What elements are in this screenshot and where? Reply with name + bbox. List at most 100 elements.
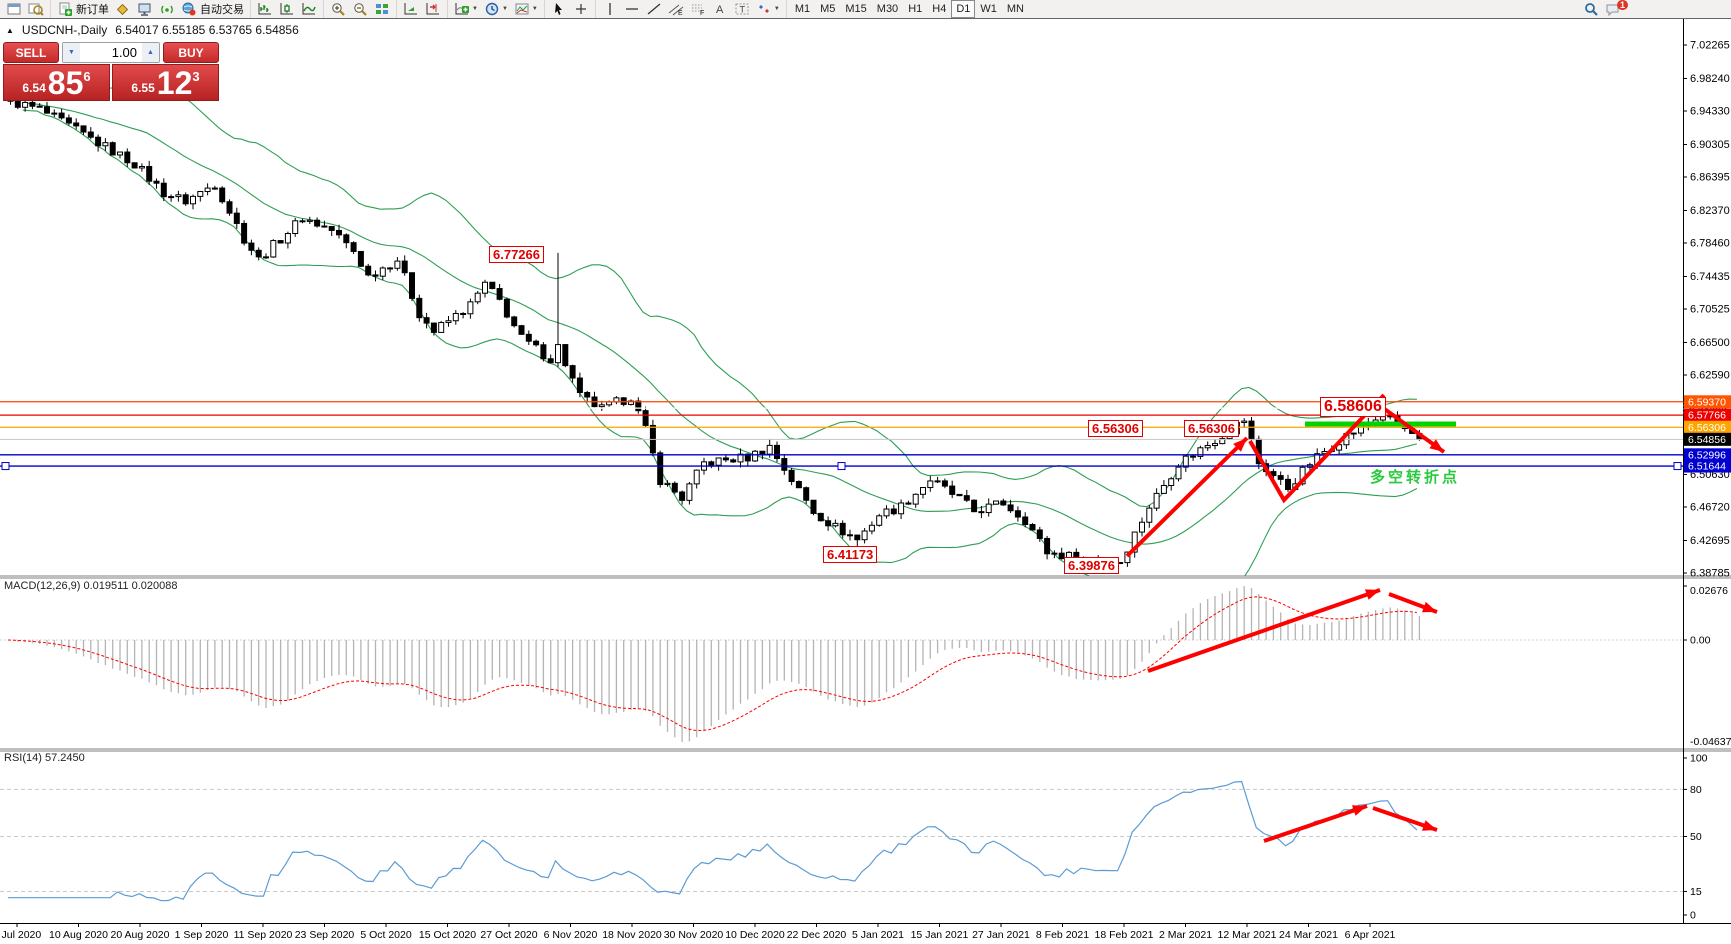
price-level-label — [1684, 432, 1731, 446]
rsi-axis-label: 100 — [1690, 753, 1708, 765]
chart-shift-icon[interactable] — [422, 1, 444, 17]
price-callout-label[interactable]: 6.58606 — [1320, 397, 1386, 417]
line-handle[interactable] — [1, 462, 10, 471]
main-pane[interactable] — [7, 83, 1423, 607]
volume-input[interactable] — [80, 43, 142, 62]
signals-icon[interactable] — [156, 1, 178, 17]
bollinger-band-line — [22, 102, 1418, 545]
cursor-icon[interactable] — [548, 1, 570, 17]
periods-icon[interactable]: ▼ — [481, 1, 511, 17]
sell-button[interactable]: SELL — [3, 42, 59, 63]
sell-price-display[interactable]: 6.54 85 6 — [3, 64, 110, 101]
buy-price-display[interactable]: 6.55 12 3 — [112, 64, 219, 101]
new-order-icon[interactable]: 新订单 — [54, 1, 112, 17]
metaeditor-icon[interactable] — [112, 1, 134, 17]
bar-chart-icon[interactable] — [254, 1, 276, 17]
price-level-label — [1684, 459, 1731, 473]
macd-axis-zero: 0.00 — [1690, 635, 1711, 647]
tf-m5-button[interactable]: M5 — [820, 3, 836, 15]
horizontal-line-icon[interactable] — [621, 1, 643, 17]
price-axis-label: 6.38785 — [1690, 568, 1730, 580]
chevron-down-icon[interactable]: ▼ — [501, 6, 508, 12]
date-axis-label: 15 Jan 2021 — [911, 929, 969, 941]
zoom-out-icon[interactable] — [349, 1, 371, 17]
price-callout-label[interactable]: 6.56306 — [1184, 420, 1239, 437]
auto-scroll-icon[interactable] — [400, 1, 422, 17]
tf-m1-button[interactable]: M1 — [794, 3, 811, 15]
templates-icon[interactable]: ▼ — [511, 1, 541, 17]
macd-pane[interactable] — [7, 586, 1421, 742]
chevron-down-icon[interactable]: ▼ — [472, 6, 478, 12]
new-chart-icon[interactable] — [3, 1, 25, 17]
chat-icon[interactable]: 1 — [1602, 0, 1635, 17]
price-callout-label[interactable]: 6.77266 — [489, 246, 544, 263]
terminal-icon[interactable] — [134, 1, 156, 17]
vertical-line-icon[interactable] — [599, 1, 621, 17]
arrowhead — [1429, 439, 1444, 452]
price-axis-label: 6.46720 — [1690, 502, 1730, 514]
price-axis-label: 6.42695 — [1690, 535, 1730, 547]
search-icon[interactable] — [1580, 1, 1602, 17]
volume-increase-button[interactable]: ▲ — [142, 43, 159, 62]
date-axis-label: 24 Mar 2021 — [1279, 929, 1338, 941]
volume-decrease-button[interactable]: ▼ — [63, 43, 80, 62]
date-axis-label: 11 Sep 2020 — [234, 929, 293, 941]
trend-arrow[interactable] — [1263, 804, 1368, 843]
rsi-axis-label: 80 — [1690, 784, 1702, 796]
price-callout-label[interactable]: 6.41173 — [823, 546, 878, 563]
price-axis-label: 6.78460 — [1690, 238, 1730, 250]
price-level-label-text: 6.54856 — [1688, 434, 1726, 446]
indicators-icon[interactable]: ▼ — [451, 1, 481, 17]
channel-icon[interactable]: E — [665, 1, 687, 17]
chevron-down-icon[interactable]: ▼ — [531, 6, 538, 12]
text-label-icon[interactable]: T — [731, 1, 753, 17]
line-handle[interactable] — [837, 462, 846, 471]
arrowhead — [1422, 820, 1437, 831]
price-level-label — [1684, 408, 1731, 422]
price-callout-label[interactable]: 6.56306 — [1088, 420, 1143, 437]
price-level-label — [1684, 395, 1731, 409]
sell-price-small: 6.54 — [22, 81, 46, 95]
chinese-annotation-text[interactable]: 多空转折点 — [1370, 469, 1461, 486]
date-axis-label: 10 Dec 2020 — [725, 929, 785, 941]
price-callout-label[interactable]: 6.39876 — [1064, 557, 1119, 574]
rsi-line — [8, 780, 1418, 902]
notification-badge: 1 — [1616, 0, 1628, 10]
text-icon[interactable]: A — [709, 1, 731, 17]
collapse-arrow-icon[interactable]: ▲ — [6, 26, 14, 35]
date-axis-label: 27 Jan 2021 — [972, 929, 1030, 941]
tf-mn-button[interactable]: MN — [1006, 3, 1024, 15]
tf-w1-button[interactable]: W1 — [980, 3, 997, 15]
arrowhead — [1233, 438, 1247, 452]
trend-arrow[interactable] — [1147, 588, 1381, 673]
tf-h1-button[interactable]: H1 — [908, 3, 923, 15]
line-chart-icon[interactable] — [298, 1, 320, 17]
trend-arrow[interactable] — [1125, 436, 1249, 558]
fibonacci-icon[interactable]: F — [687, 1, 709, 17]
trend-arrow[interactable] — [1248, 393, 1386, 504]
chart-window[interactable]: 7.02265 6.98240 6.94330 6.90305 6.86395 6.823… — [0, 18, 1731, 944]
price-chart-canvas[interactable]: 7.02265 6.98240 6.94330 6.90305 6.86395 6.823… — [0, 18, 1731, 944]
tile-windows-icon[interactable] — [371, 1, 393, 17]
price-level-label-text: 6.51644 — [1688, 461, 1726, 473]
line-handle[interactable] — [1673, 462, 1682, 471]
svg-text:F: F — [700, 10, 704, 16]
tf-d1-button[interactable]: D1 — [951, 0, 976, 18]
price-axis-label: 6.90305 — [1690, 139, 1730, 151]
date-axis-label: 23 Sep 2020 — [295, 929, 355, 941]
trendline-icon[interactable] — [643, 1, 665, 17]
buy-button[interactable]: BUY — [163, 42, 219, 63]
arrows-icon[interactable]: ▼ — [753, 1, 783, 17]
date-axis-label: 22 Dec 2020 — [787, 929, 847, 941]
autotrading-icon[interactable]: 自动交易 — [178, 1, 247, 17]
tf-h4-button[interactable]: H4 — [932, 3, 947, 15]
chevron-down-icon[interactable]: ▼ — [773, 6, 780, 12]
profiles-icon[interactable] — [25, 1, 47, 17]
candlesticks[interactable] — [7, 95, 1423, 568]
candle-chart-icon[interactable] — [276, 1, 298, 17]
tf-m15-button[interactable]: M15 — [845, 3, 867, 15]
crosshair-icon[interactable] — [570, 1, 592, 17]
tf-m30-button[interactable]: M30 — [876, 3, 899, 15]
zoom-in-icon[interactable] — [327, 1, 349, 17]
